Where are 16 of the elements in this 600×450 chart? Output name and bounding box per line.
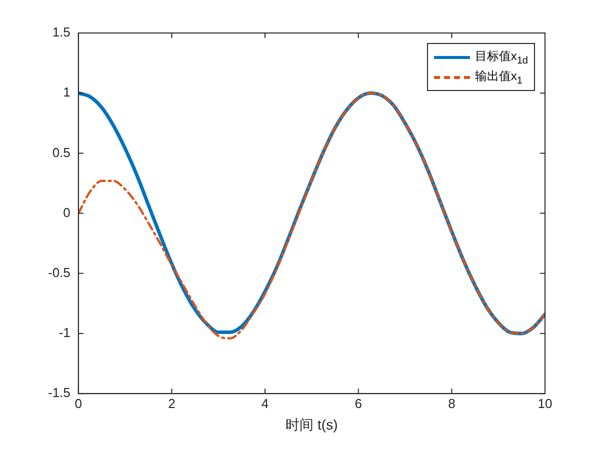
y-tick-label: -0.5 [48, 264, 70, 280]
y-tick-label: -1 [58, 325, 70, 340]
x-tick-label: 2 [168, 396, 176, 411]
x-tick-label: 4 [261, 396, 269, 411]
legend-label: 目标值x$_{1d}$ [474, 48, 528, 66]
x-tick-label: 10 [538, 396, 552, 411]
x-axis-title: 时间 t(s) [286, 416, 338, 432]
y-tick-label: 0.5 [52, 144, 70, 160]
x-tick-label: 6 [354, 396, 362, 411]
y-tick-label: 1.5 [52, 24, 70, 40]
y-tick-label: 0 [63, 204, 70, 220]
y-tick-label: -1.5 [48, 385, 70, 400]
x-tick-label: 8 [448, 396, 456, 411]
x-tick-label: 0 [74, 396, 82, 411]
y-tick-label: 1 [63, 84, 70, 100]
legend-label: 输出值x$_{1}$ [474, 68, 522, 86]
